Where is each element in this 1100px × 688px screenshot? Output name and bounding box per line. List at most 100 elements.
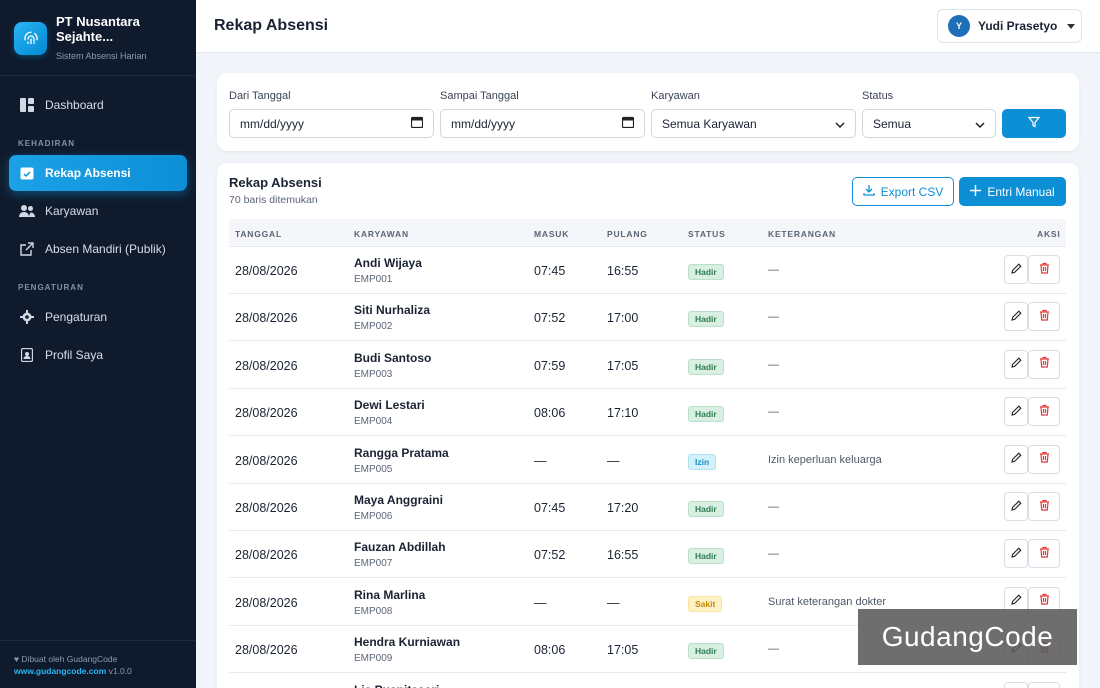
external-link-icon bbox=[19, 241, 35, 257]
cell-note: — bbox=[768, 643, 779, 656]
delete-button[interactable] bbox=[1028, 492, 1060, 521]
edit-button[interactable] bbox=[1004, 302, 1028, 332]
edit-button[interactable] bbox=[1004, 444, 1028, 474]
cell-note: — bbox=[768, 311, 779, 324]
export-csv-label: Export CSV bbox=[880, 184, 944, 199]
status-badge-wrap: Sakit bbox=[688, 595, 723, 612]
cell-date: 28/08/2026 bbox=[235, 501, 298, 515]
page-title: Rekap Absensi bbox=[214, 17, 329, 34]
status-badge-wrap: Izin bbox=[688, 453, 717, 470]
date-to-input[interactable]: mm/dd/yyyy bbox=[440, 109, 645, 138]
section-label-pengaturan: PENGATURAN bbox=[18, 283, 84, 292]
cell-date: 28/08/2026 bbox=[235, 264, 298, 278]
edit-button[interactable] bbox=[1004, 397, 1028, 427]
plus-icon bbox=[970, 184, 987, 199]
employee-select[interactable]: Semua Karyawan bbox=[651, 109, 856, 138]
dashboard-icon bbox=[19, 97, 35, 113]
cell-check-out: 17:05 bbox=[607, 643, 639, 658]
trash-icon bbox=[1039, 545, 1050, 563]
sidebar-item-profil-saya[interactable]: Profil Saya bbox=[9, 337, 187, 373]
pencil-icon bbox=[1010, 450, 1022, 468]
sidebar-item-karyawan[interactable]: Karyawan bbox=[9, 193, 187, 229]
cell-employee-id: EMP002 bbox=[354, 321, 393, 333]
cell-check-out: 16:55 bbox=[607, 548, 639, 563]
sidebar-item-rekap-absensi[interactable]: Rekap Absensi bbox=[9, 155, 187, 191]
pencil-icon bbox=[1010, 592, 1022, 610]
avatar: Y bbox=[948, 15, 970, 37]
sidebar-item-label: Rekap Absensi bbox=[45, 166, 131, 180]
user-name: Yudi Prasetyo bbox=[978, 19, 1058, 33]
sidebar-item-label: Profil Saya bbox=[45, 348, 104, 362]
cell-employee-id: EMP005 bbox=[354, 463, 393, 475]
cell-check-out: — bbox=[607, 595, 620, 610]
cell-check-out: — bbox=[607, 453, 620, 468]
edit-button[interactable] bbox=[1004, 349, 1028, 379]
status-select-value: Semua bbox=[873, 116, 912, 131]
calendar-check-icon bbox=[19, 165, 35, 181]
cell-check-in: 07:45 bbox=[534, 501, 566, 515]
delete-button[interactable] bbox=[1028, 539, 1060, 569]
table-row: Lia Puspitasari bbox=[229, 674, 1066, 688]
table-title: Rekap Absensi bbox=[229, 175, 322, 190]
user-menu-button[interactable]: Y Yudi Prasetyo bbox=[937, 9, 1082, 43]
cell-date: 28/08/2026 bbox=[235, 406, 298, 421]
pencil-icon bbox=[1010, 403, 1022, 421]
download-icon bbox=[862, 184, 881, 199]
table-row: 28/08/2026 Rangga Pratama EMP005 — — Izin Izin… bbox=[229, 437, 1066, 484]
date-from-value: mm/dd/yyyy bbox=[240, 116, 305, 131]
row-count: 70 baris ditemukan bbox=[229, 194, 318, 206]
cell-employee-name: Andi Wijaya bbox=[354, 256, 422, 270]
edit-button[interactable] bbox=[1004, 539, 1028, 569]
cell-check-in: 07:45 bbox=[534, 264, 566, 278]
cell-check-in: 08:06 bbox=[534, 643, 566, 658]
cell-employee-id: EMP006 bbox=[354, 511, 393, 522]
trash-icon bbox=[1039, 355, 1050, 373]
trash-icon bbox=[1039, 261, 1050, 279]
sidebar-item-label: Dashboard bbox=[45, 98, 104, 112]
column-header: MASUK bbox=[534, 229, 570, 239]
delete-button[interactable] bbox=[1028, 302, 1060, 332]
gear-icon bbox=[19, 309, 35, 325]
delete-button[interactable] bbox=[1028, 397, 1060, 427]
delete-button[interactable] bbox=[1028, 255, 1060, 284]
filter-button[interactable] bbox=[1002, 109, 1066, 138]
edit-button[interactable] bbox=[1004, 492, 1028, 521]
sidebar-item-label: Pengaturan bbox=[45, 310, 108, 324]
sidebar-item-dashboard[interactable]: Dashboard bbox=[9, 87, 187, 123]
status-badge: Izin bbox=[688, 453, 717, 470]
trash-icon bbox=[1039, 308, 1050, 326]
sidebar-item-pengaturan[interactable]: Pengaturan bbox=[9, 299, 187, 335]
cell-note: — bbox=[768, 358, 779, 371]
cell-employee-id: EMP007 bbox=[354, 558, 393, 570]
export-csv-button[interactable]: Export CSV bbox=[852, 177, 954, 206]
cell-check-in: 07:52 bbox=[534, 548, 566, 563]
status-select[interactable]: Semua bbox=[862, 109, 996, 138]
date-from-input[interactable]: mm/dd/yyyy bbox=[229, 109, 434, 138]
cell-employee-name: Siti Nurhaliza bbox=[354, 303, 431, 318]
status-badge: Hadir bbox=[688, 643, 724, 660]
pencil-icon bbox=[1010, 308, 1022, 326]
cell-check-out: 17:05 bbox=[607, 358, 639, 373]
delete-button[interactable] bbox=[1028, 444, 1060, 474]
sidebar-item-absen-mandiri[interactable]: Absen Mandiri (Publik) bbox=[9, 231, 187, 267]
section-label-kehadiran: KEHADIRAN bbox=[18, 139, 75, 148]
cell-date: 28/08/2026 bbox=[235, 358, 298, 373]
status-badge: Hadir bbox=[688, 311, 724, 328]
table-row: 28/08/2026 Andi Wijaya EMP001 07:45 16:55 Had… bbox=[229, 247, 1066, 294]
footer-site-link[interactable]: www.gudangcode.com bbox=[14, 666, 107, 676]
cell-date: 28/08/2026 bbox=[235, 595, 298, 610]
company-name: PT Nusantara Sejahte... bbox=[56, 14, 140, 44]
footer-credit: ♥ Dibuat oleh GudangCode bbox=[14, 653, 182, 665]
column-header: AKSI bbox=[1037, 229, 1061, 239]
delete-button[interactable] bbox=[1028, 681, 1060, 688]
delete-button[interactable] bbox=[1028, 349, 1060, 379]
manual-entry-button[interactable]: Entri Manual bbox=[959, 177, 1066, 206]
cell-check-in: 08:06 bbox=[534, 406, 566, 421]
filter-icon bbox=[1027, 115, 1041, 133]
status-badge: Sakit bbox=[688, 595, 723, 612]
trash-icon bbox=[1039, 592, 1050, 610]
edit-button[interactable] bbox=[1004, 255, 1028, 284]
edit-button[interactable] bbox=[1004, 681, 1028, 688]
status-badge-wrap: Hadir bbox=[688, 548, 724, 565]
cell-employee-name: Dewi Lestari bbox=[354, 398, 425, 413]
